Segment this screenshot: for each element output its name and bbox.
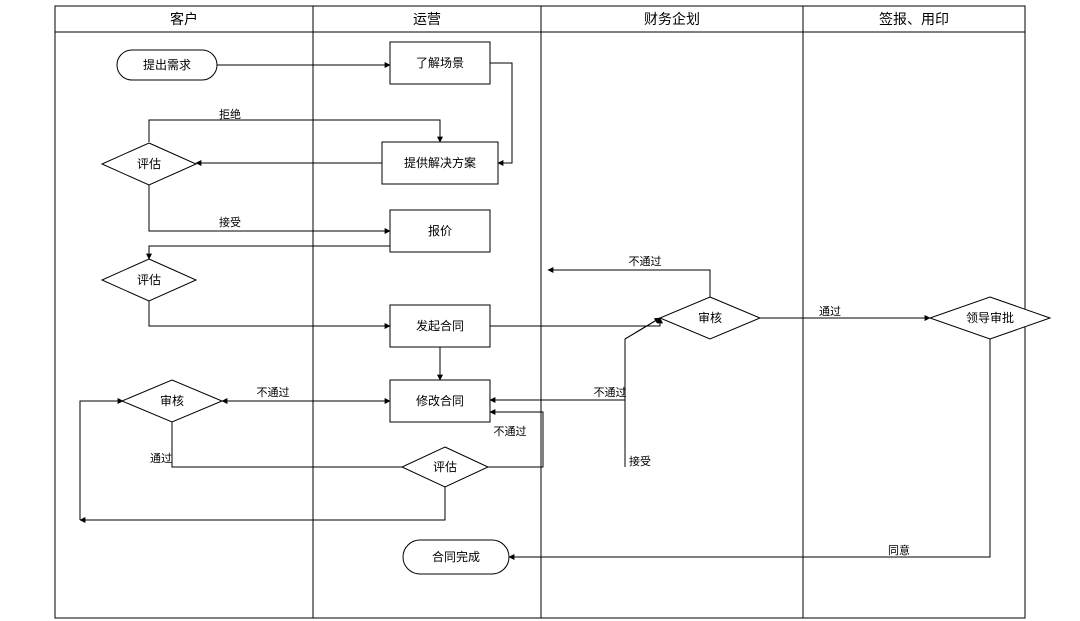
node-label-eval3: 评估 bbox=[433, 460, 457, 474]
edge bbox=[80, 487, 445, 520]
node-label-approval: 领导审批 bbox=[966, 310, 1014, 325]
lane-label: 签报、用印 bbox=[879, 11, 949, 27]
edge bbox=[509, 339, 990, 557]
node-label-done: 合同完成 bbox=[432, 549, 480, 564]
lane-label: 运营 bbox=[413, 11, 441, 27]
edge-label: 拒绝 bbox=[219, 107, 241, 121]
edge-label: 接受 bbox=[219, 216, 241, 229]
node-label-start: 提出需求 bbox=[143, 57, 191, 72]
edge-label: 接受 bbox=[629, 455, 651, 468]
edge-label: 通过 bbox=[819, 305, 841, 318]
edge bbox=[625, 318, 660, 467]
node-label-eval1: 评估 bbox=[137, 157, 161, 171]
lane-label: 财务企划 bbox=[644, 11, 700, 27]
edge bbox=[149, 246, 390, 259]
edge bbox=[149, 185, 390, 231]
edge-label: 不通过 bbox=[257, 386, 290, 399]
edge-label: 不通过 bbox=[594, 386, 627, 399]
edge bbox=[490, 318, 660, 400]
node-label-modify: 修改合同 bbox=[416, 393, 464, 408]
node-label-review1: 审核 bbox=[160, 393, 184, 408]
node-label-contract: 发起合同 bbox=[416, 318, 464, 333]
edge bbox=[149, 301, 390, 326]
node-label-eval2: 评估 bbox=[137, 273, 161, 287]
edge bbox=[172, 422, 445, 467]
node-label-solution: 提供解决方案 bbox=[404, 155, 476, 170]
lane-label: 客户 bbox=[170, 11, 198, 27]
edge-label: 不通过 bbox=[494, 425, 527, 438]
edge bbox=[80, 401, 123, 520]
nodes-layer: 提出需求了解场景提供解决方案评估报价评估发起合同修改合同审核评估审核领导审批合同… bbox=[102, 42, 1050, 574]
edge bbox=[488, 412, 543, 467]
edge-label: 同意 bbox=[888, 543, 910, 557]
edge bbox=[149, 120, 440, 142]
swimlane-flowchart: 客户运营财务企划签报、用印拒绝接受不通过通过不通过接受通过不通过不通过同意提出需… bbox=[0, 0, 1080, 621]
edge bbox=[490, 318, 660, 326]
node-label-review2: 审核 bbox=[698, 310, 722, 325]
outer-frame bbox=[55, 6, 1025, 618]
edge-label: 通过 bbox=[150, 452, 172, 465]
edges-layer: 拒绝接受不通过通过不通过接受通过不通过不通过同意 bbox=[80, 63, 990, 557]
node-label-understand: 了解场景 bbox=[416, 56, 464, 70]
edge-label: 不通过 bbox=[629, 255, 662, 268]
node-label-quote: 报价 bbox=[428, 223, 452, 238]
edge bbox=[548, 270, 710, 297]
